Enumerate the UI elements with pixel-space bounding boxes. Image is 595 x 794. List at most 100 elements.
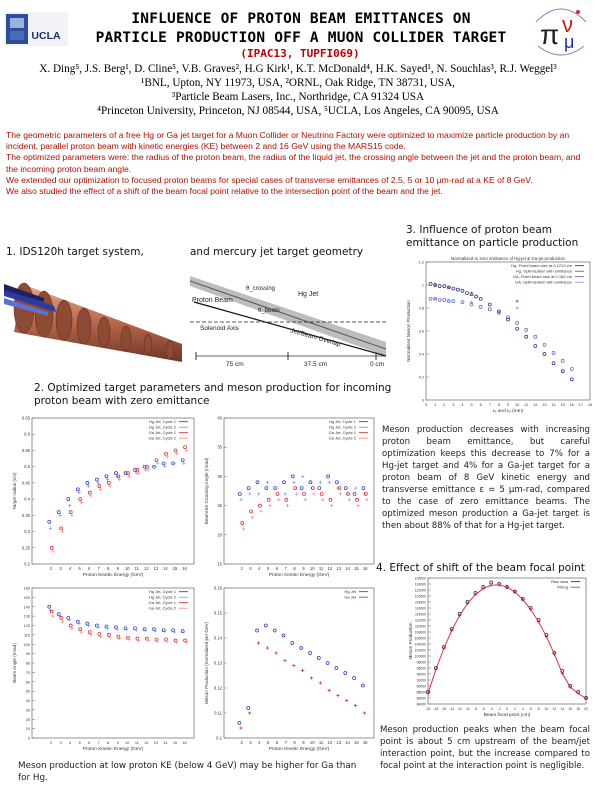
data-point xyxy=(285,504,290,508)
y-tick-label: 0.15 xyxy=(214,611,223,616)
y-tick-label: 84000 xyxy=(417,703,427,707)
data-point xyxy=(165,455,169,459)
data-point xyxy=(460,288,465,293)
jet-geometry-diagram: θ_crossing Hg Jet Proton Beam θ_beam Sol… xyxy=(189,266,387,370)
data-point xyxy=(77,622,81,626)
x-tick-label: 8 xyxy=(107,566,110,571)
data-point xyxy=(153,465,157,469)
y-tick-label: 40 xyxy=(26,699,30,703)
data-point xyxy=(356,504,360,508)
x-tick-label: 6 xyxy=(88,566,91,571)
data-point xyxy=(265,646,269,650)
data-point xyxy=(96,481,100,485)
y-tick-label: 124000 xyxy=(415,583,426,587)
legend-entry: Ga Jet, Cycle 1 xyxy=(149,430,177,435)
data-point xyxy=(334,666,339,670)
x-tick-label: 15 xyxy=(561,403,565,407)
x-tick-label: 12 xyxy=(144,741,148,745)
x-tick-label: 2 xyxy=(50,566,53,571)
data-point xyxy=(537,620,541,624)
chart-title: Normalized to zero emittance of Hg-jet &… xyxy=(451,256,566,261)
y-tick-label: 50 xyxy=(26,690,30,694)
x-tick-label: 4 xyxy=(69,741,71,745)
x-tick-label: -14 xyxy=(449,707,454,711)
x-tick-label: 2 xyxy=(50,741,52,745)
data-point xyxy=(258,503,262,508)
data-point xyxy=(86,623,91,628)
data-point xyxy=(460,300,465,305)
data-point xyxy=(241,527,246,531)
data-point xyxy=(161,461,166,466)
section-3-label: 3. Influence of proton beam emittance on… xyxy=(406,224,579,249)
data-point xyxy=(171,628,175,633)
x-tick-label: 5 xyxy=(78,566,81,571)
data-point xyxy=(428,282,433,286)
y-tick-label: 86000 xyxy=(417,697,427,701)
data-point xyxy=(97,484,102,488)
data-point xyxy=(576,691,580,695)
data-point xyxy=(551,350,556,355)
authors-block: X. Ding⁵, J.S. Berg¹, D. Cline⁵, V.B. Gr… xyxy=(4,62,592,118)
data-point xyxy=(437,298,442,302)
y-tick-label: 0.6 xyxy=(419,330,424,334)
legend-entry: Hg Jet, Cycle 2 xyxy=(329,425,357,430)
x-tick-label: 18 xyxy=(588,403,592,407)
x-tick-label: -4 xyxy=(490,707,493,711)
svg-text:0 cm: 0 cm xyxy=(370,361,384,368)
data-point xyxy=(442,284,447,289)
data-point xyxy=(282,480,286,485)
data-point xyxy=(308,651,312,655)
x-axis-label: Proton Kinetic Energy (GeV) xyxy=(83,572,144,578)
x-tick-label: 14 xyxy=(560,707,564,711)
data-point xyxy=(308,480,313,485)
x-tick-label: 13 xyxy=(336,740,341,745)
data-point xyxy=(137,471,141,475)
data-point xyxy=(529,607,533,612)
svg-text:π: π xyxy=(540,19,559,50)
muon-collider-logo: π ν μ xyxy=(530,2,592,58)
x-tick-label: 5 xyxy=(470,403,472,407)
data-point xyxy=(506,317,510,322)
x-axis-label: εₓ and εᵧ (mm) xyxy=(493,408,524,414)
data-point xyxy=(264,623,268,628)
x-tick-label: 3 xyxy=(59,566,62,571)
legend-entry: Hg Jet, Cycle 1 xyxy=(149,589,177,594)
data-point xyxy=(240,521,245,525)
plot-frame xyxy=(425,261,591,401)
x-tick-label: 8 xyxy=(538,707,540,711)
x-tick-label: -10 xyxy=(465,707,470,711)
affiliation-1: ¹BNL, Upton, NY 11973, USA, ²ORNL, Oak R… xyxy=(141,77,455,89)
x-tick-label: 2 xyxy=(240,566,243,571)
data-point xyxy=(489,583,493,587)
focal-text: Meson production peaks when the beam foc… xyxy=(380,725,590,771)
data-point xyxy=(325,661,330,665)
data-point xyxy=(153,629,157,633)
x-tick-label: 16 xyxy=(182,566,187,571)
data-point xyxy=(487,302,492,307)
data-point xyxy=(442,298,447,302)
y-tick-label: 88000 xyxy=(417,691,427,695)
x-tick-label: 4 xyxy=(522,707,524,711)
data-point xyxy=(361,486,366,490)
data-point xyxy=(456,287,460,292)
y-tick-label: 160 xyxy=(24,587,30,591)
data-point xyxy=(117,637,122,641)
data-point xyxy=(98,487,103,491)
y-axis-label: Target radius (cm) xyxy=(12,472,17,509)
data-point xyxy=(108,636,112,640)
data-point xyxy=(255,480,260,485)
data-point xyxy=(75,487,80,492)
data-point xyxy=(327,688,331,693)
data-point xyxy=(302,492,306,496)
data-point xyxy=(163,629,167,633)
data-point xyxy=(239,726,243,730)
y-tick-label: 110000 xyxy=(415,625,426,629)
x-tick-label: 9 xyxy=(302,740,305,745)
x-tick-label: 6 xyxy=(530,707,532,711)
y-tick-label: 0.65 xyxy=(22,416,31,421)
data-point xyxy=(426,691,430,696)
y-tick-label: 0.2 xyxy=(24,562,30,567)
y-axis-label: Beam Angle (mrad) xyxy=(12,643,17,683)
data-point xyxy=(497,309,501,314)
x-tick-label: 6 xyxy=(480,403,482,407)
